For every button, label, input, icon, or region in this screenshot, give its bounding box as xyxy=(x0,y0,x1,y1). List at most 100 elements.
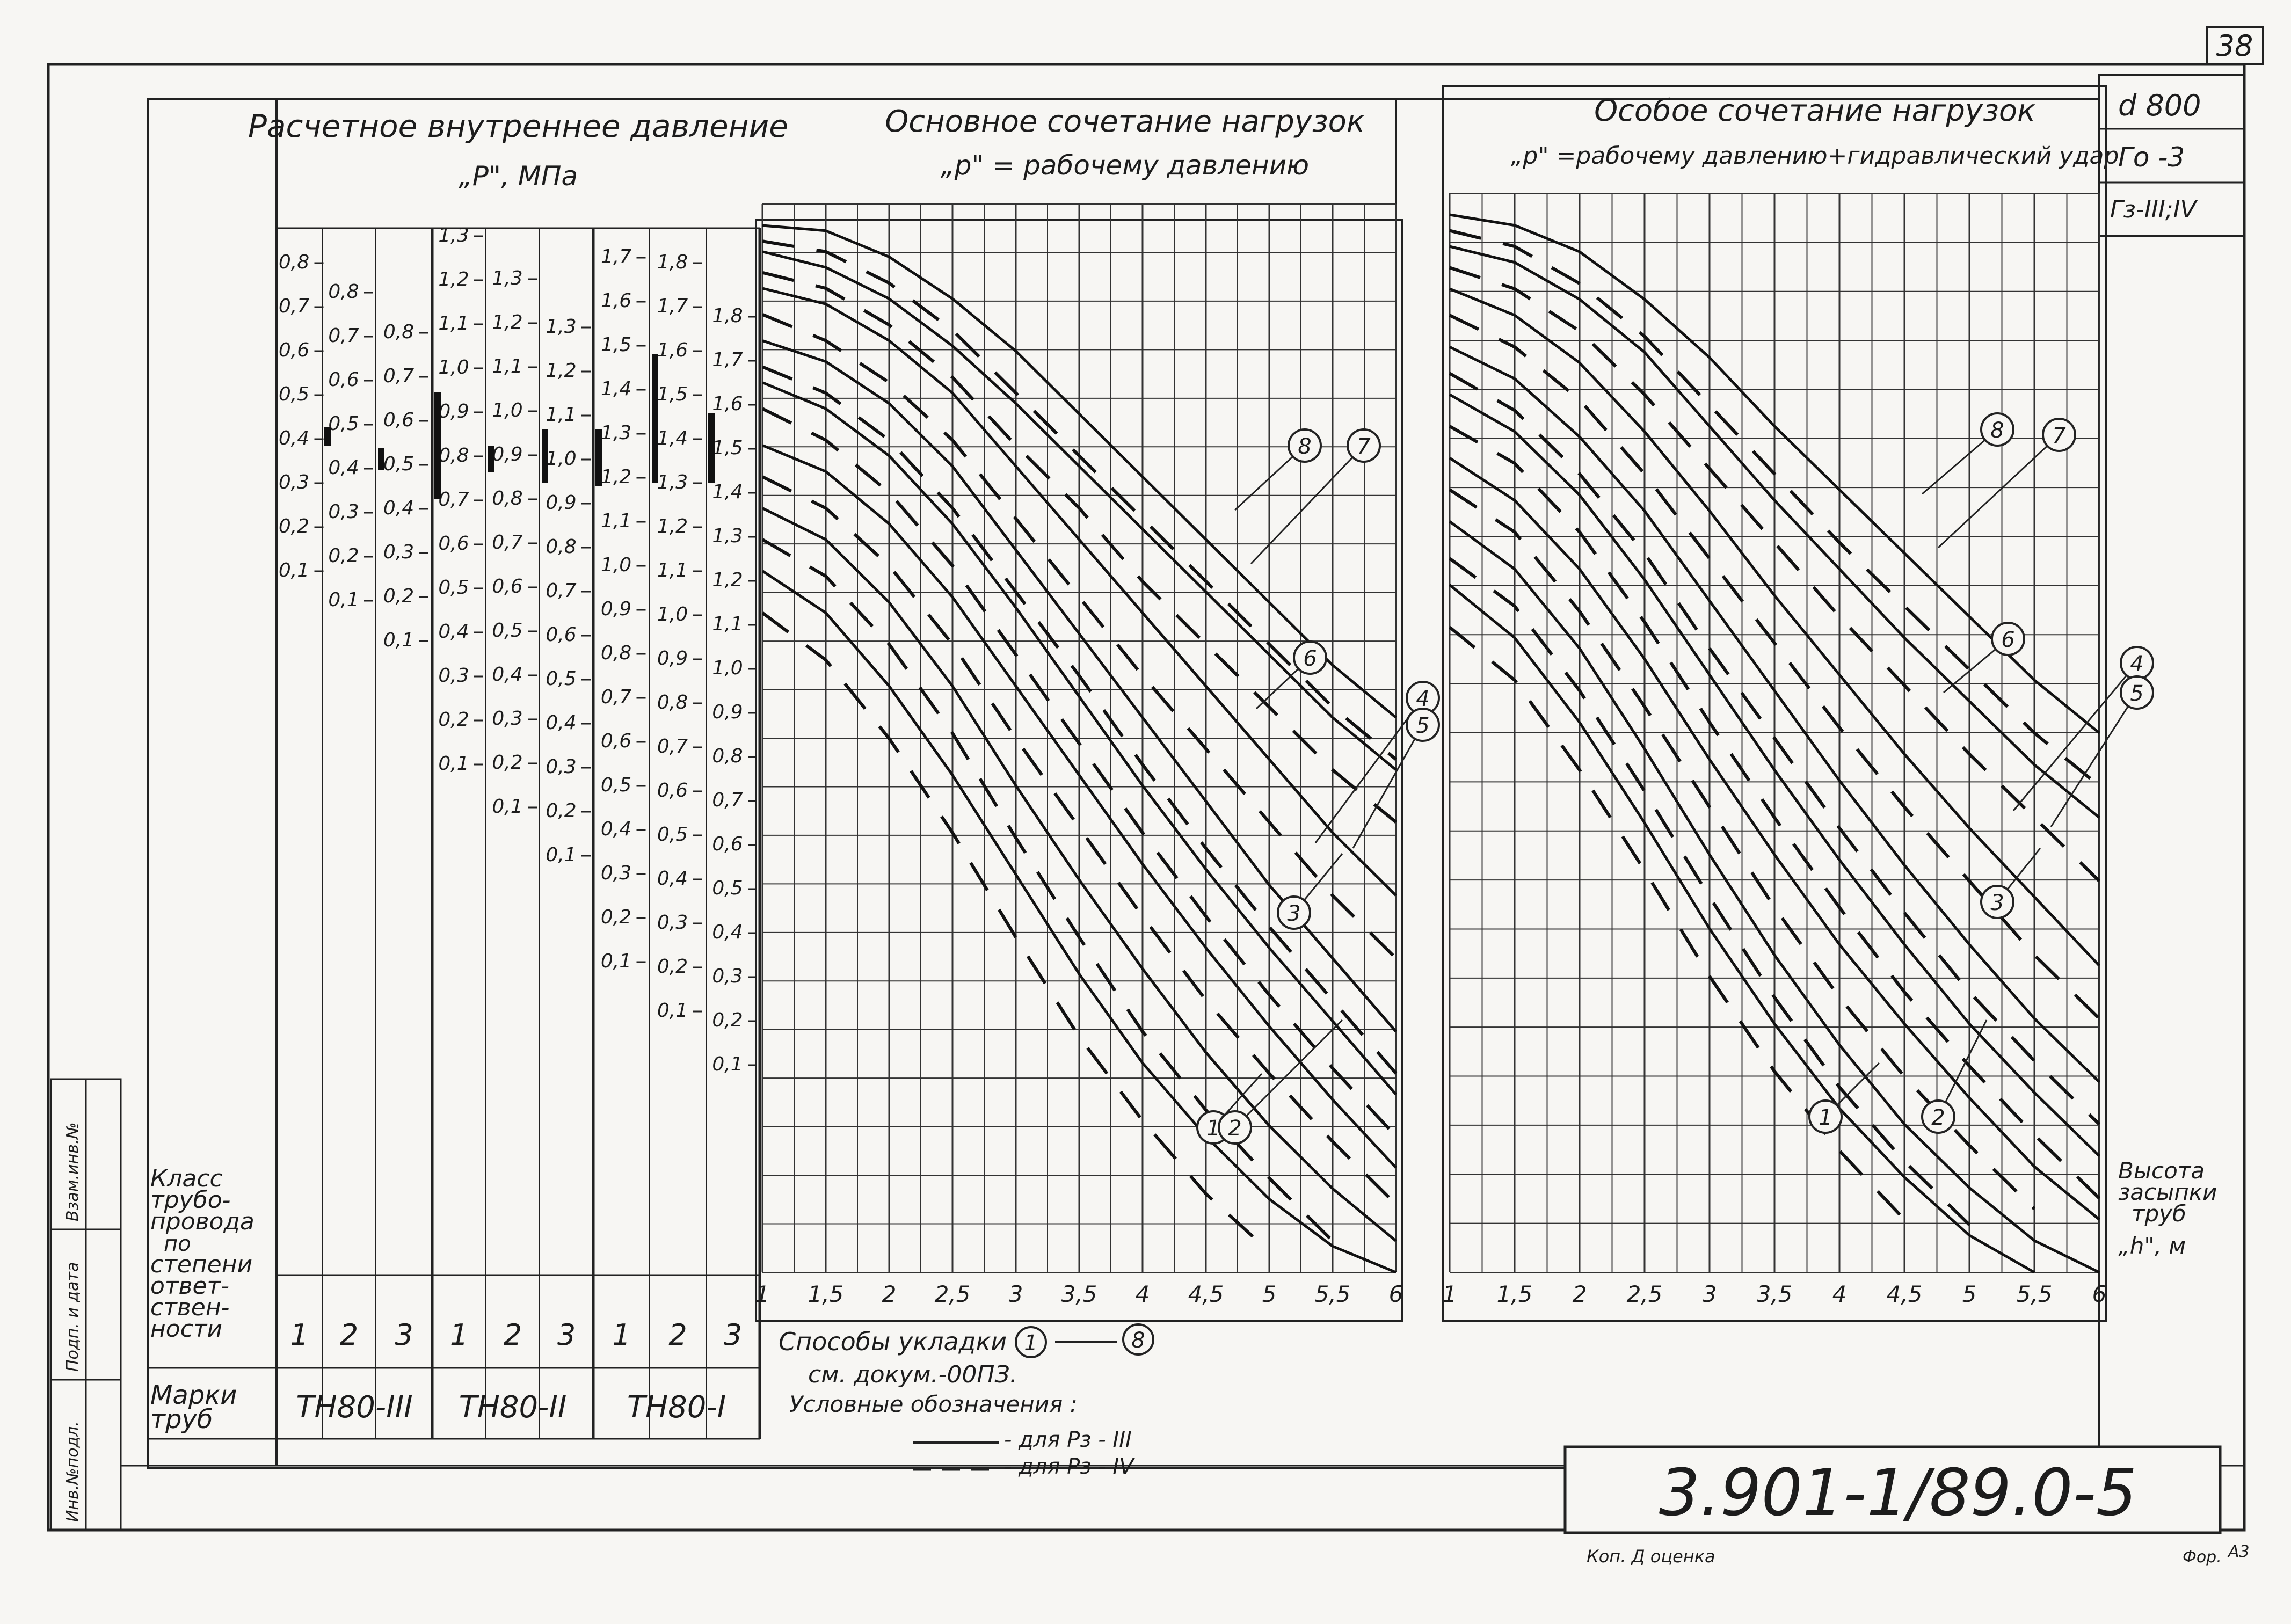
scale-tick-label: 1,4 xyxy=(657,427,688,449)
scale-tick-label: 0,5 xyxy=(438,577,469,599)
callout-circle xyxy=(1406,708,1440,742)
special-panel-subtitle: „р" =рабочему давлению+гидравлический уд… xyxy=(1511,142,2119,170)
callout-label: 8 xyxy=(1298,434,1311,459)
scale-tick-label: 1,3 xyxy=(546,316,576,338)
callout-label: 8 xyxy=(1990,418,2004,443)
callout-label: 7 xyxy=(1357,434,1371,459)
scale-tick-label: 1,5 xyxy=(657,383,688,405)
scale-tick-label: 0,3 xyxy=(279,471,309,493)
scale-tick-label: 0,9 xyxy=(712,701,743,723)
format-number: А3 xyxy=(2227,1542,2250,1561)
scale-tick-label: 1,8 xyxy=(657,251,688,273)
copied-by: Коп. Д оценка xyxy=(1587,1546,1715,1567)
scale-tick-label: 0,1 xyxy=(546,844,576,866)
main-panel-title: Основное сочетание нагрузок xyxy=(885,104,1365,139)
legend-method-circle xyxy=(1015,1326,1047,1358)
callout-leader xyxy=(1937,1019,1988,1117)
scale-tick-label: 1,3 xyxy=(438,224,469,246)
scale-tick-label: 0,4 xyxy=(438,621,469,643)
scale-tick-label: 0,2 xyxy=(383,585,414,607)
callout-label: 2 xyxy=(1931,1105,1945,1130)
callout-circle xyxy=(1921,1099,1955,1134)
callout-label: 4 xyxy=(2130,652,2143,676)
scale-tick-label: 0,4 xyxy=(601,818,631,840)
class-number: 1 xyxy=(450,1318,468,1352)
title-block xyxy=(1563,1445,2222,1534)
page-number-box xyxy=(2206,26,2264,65)
legend-methods-to: 8 xyxy=(1131,1328,1145,1353)
callout-circle xyxy=(2120,675,2154,710)
callout-circle xyxy=(1991,622,2025,656)
corner-ground-type: Го -3 xyxy=(2118,142,2185,173)
side-stamp-sign: Подп. и дата xyxy=(63,1262,82,1372)
class-number: 3 xyxy=(724,1318,742,1352)
legend-notation: Условные обозначения : xyxy=(789,1391,1078,1417)
callout-label: 6 xyxy=(1303,646,1317,671)
x-tick-label: 1,5 xyxy=(1497,1281,1533,1307)
scale-tick-label: 0,7 xyxy=(712,789,743,811)
scale-tick-label: 0,6 xyxy=(657,780,688,802)
pressure-title: Расчетное внутреннее давление xyxy=(248,108,788,144)
scale-tick-label: 0,1 xyxy=(328,589,359,611)
x-axis-label: труб xyxy=(2132,1200,2186,1227)
scale-tick-label: 0,7 xyxy=(657,735,688,758)
x-axis-label: засыпки xyxy=(2118,1179,2217,1205)
scale-tick-label: 1,1 xyxy=(492,355,522,377)
scale-tick-label: 1,0 xyxy=(712,657,743,679)
scale-tick-label: 0,9 xyxy=(657,647,688,669)
format-label: Фор. xyxy=(2183,1548,2222,1567)
scale-tick-label: 0,9 xyxy=(492,443,522,465)
pipe-mark: ТН80-II xyxy=(459,1390,567,1425)
callout-circle xyxy=(2042,418,2076,452)
x-tick-label: 3,5 xyxy=(1757,1281,1793,1307)
scale-tick-label: 0,5 xyxy=(712,877,743,899)
scale-tick-label: 0,2 xyxy=(546,800,576,822)
scale-tick-label: 1,0 xyxy=(546,448,576,470)
class-label-line: трубо- xyxy=(150,1186,231,1214)
scale-tick-label: 0,7 xyxy=(383,365,414,387)
callout-circle xyxy=(1347,428,1381,463)
x-tick-label: 6 xyxy=(1389,1281,1403,1307)
curve-2-solid xyxy=(761,570,1397,1274)
document-code: 3.901-1/89.0-5 xyxy=(1659,1456,2137,1531)
scale-tick-label: 0,1 xyxy=(601,950,631,972)
pipe-mark: ТН80-III xyxy=(296,1390,412,1425)
class-number: 2 xyxy=(504,1318,522,1352)
curve-6-dashed xyxy=(1449,314,2101,1020)
curve-4-dashed xyxy=(761,365,1398,1075)
main-panel-subtitle: „р" = рабочему давлению xyxy=(941,150,1309,181)
scale-tick-label: 1,4 xyxy=(712,481,743,503)
scale-tick-label: 0,8 xyxy=(601,642,631,664)
class-number: 1 xyxy=(612,1318,630,1352)
scale-tick-label: 0,8 xyxy=(279,251,309,273)
x-tick-label: 2,5 xyxy=(1627,1281,1663,1307)
scale-tick-label: 1,1 xyxy=(657,559,688,581)
scale-tick-label: 0,1 xyxy=(492,796,522,818)
x-tick-label: 4 xyxy=(1136,1281,1150,1307)
x-tick-label: 5,5 xyxy=(1315,1281,1351,1307)
scale-tick-label: 1,5 xyxy=(712,437,743,459)
scale-tick-label: 1,6 xyxy=(601,290,631,312)
scale-tick-label: 0,2 xyxy=(492,752,522,774)
scale-tick-label: 0,2 xyxy=(328,545,359,567)
callout-leader xyxy=(1250,445,1365,565)
scale-tick-label: 1,2 xyxy=(438,268,469,290)
curve-8-dashed xyxy=(762,239,1397,761)
callout-label: 6 xyxy=(2001,628,2014,652)
scale-tick-label: 0,8 xyxy=(712,745,743,767)
curve-3-solid xyxy=(762,444,1397,1169)
curve-6-solid xyxy=(1449,287,2100,967)
x-tick-label: 1 xyxy=(755,1281,770,1307)
curve-1-solid xyxy=(761,507,1397,1242)
curve-1-solid xyxy=(1449,520,2100,1274)
x-tick-label: 5 xyxy=(1262,1281,1277,1307)
scale-tick-label: 0,6 xyxy=(601,730,631,752)
marks-label: Марки xyxy=(150,1380,237,1410)
curve-6-solid xyxy=(762,287,1397,897)
x-tick-label: 6 xyxy=(2092,1281,2107,1307)
x-tick-label: 1,5 xyxy=(808,1281,844,1307)
panel-frame xyxy=(1442,85,2107,1322)
class-number: 3 xyxy=(557,1318,576,1352)
scale-tick-label: 0,8 xyxy=(328,281,359,303)
